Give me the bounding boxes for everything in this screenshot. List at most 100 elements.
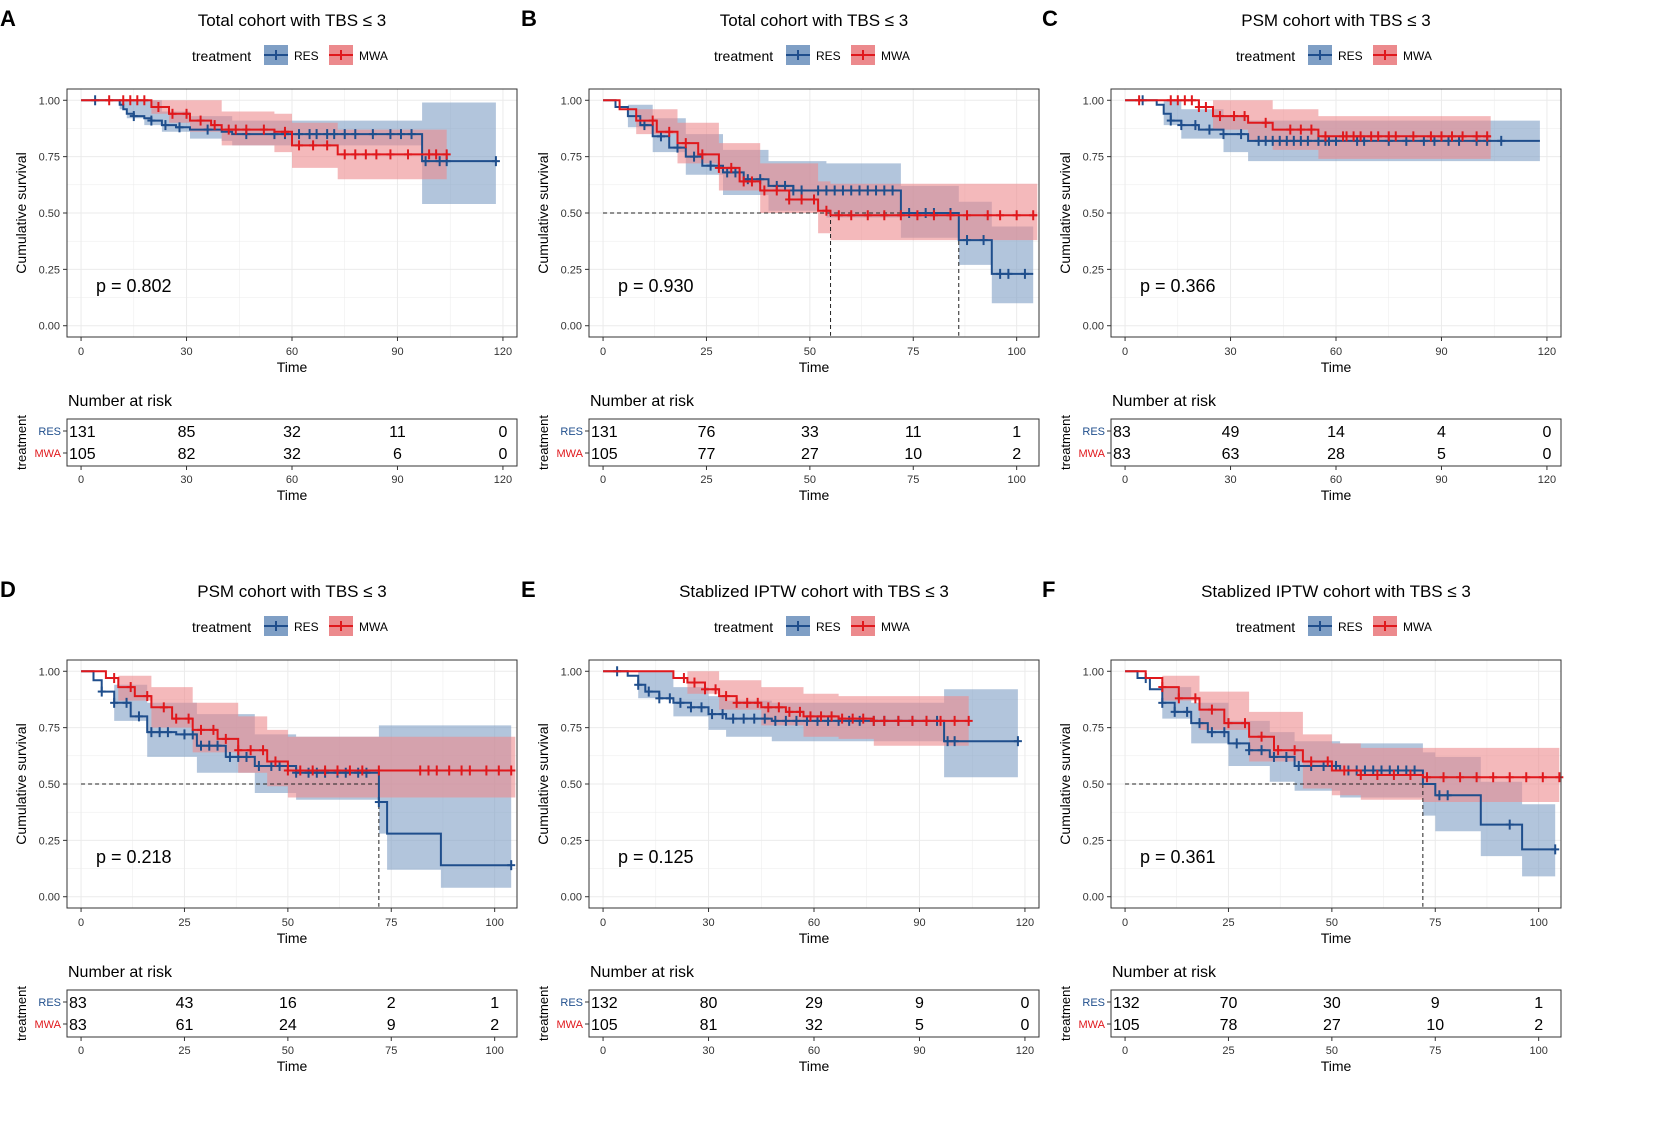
censor-marks-res [640, 120, 1029, 279]
risk-count-res: 4 [1437, 424, 1446, 441]
p-value: p = 0.366 [1140, 276, 1216, 296]
risk-row-label-res: RES [38, 426, 61, 438]
y-tick-label: 1.00 [39, 666, 60, 678]
risk-x-tick-label: 0 [600, 1045, 606, 1057]
risk-x-tick-label: 30 [180, 474, 192, 486]
legend-title: treatment [192, 48, 251, 64]
y-tick-label: 0.25 [1083, 835, 1104, 847]
x-tick-label: 25 [1222, 917, 1234, 929]
y-tick-label: 1.00 [1083, 95, 1104, 107]
risk-x-tick-label: 0 [1122, 474, 1128, 486]
x-tick-label: 0 [600, 346, 606, 358]
y-tick-label: 0.75 [1083, 723, 1104, 735]
risk-x-tick-label: 60 [1330, 474, 1342, 486]
chart-title: Stablized IPTW cohort with TBS ≤ 3 [679, 582, 949, 601]
legend-title: treatment [1236, 619, 1295, 635]
legend: treatment RES MWA [192, 616, 388, 636]
legend: treatment RES MWA [1236, 45, 1432, 65]
legend-label-mwa: MWA [359, 49, 388, 63]
risk-count-res: 0 [498, 424, 507, 441]
risk-x-tick-label: 25 [700, 474, 712, 486]
panel-B: B Total cohort with TBS ≤ 3 treatment RES MW… [521, 6, 1040, 503]
risk-count-mwa: 83 [69, 1017, 87, 1034]
risk-count-mwa: 0 [1020, 1017, 1029, 1034]
risk-x-tick-label: 100 [485, 1045, 503, 1057]
x-tick-label: 0 [1122, 346, 1128, 358]
risk-x-tick-label: 90 [391, 474, 403, 486]
p-value: p = 0.125 [618, 847, 694, 867]
risk-count-res: 70 [1220, 995, 1238, 1012]
y-tick-label: 0.00 [39, 321, 60, 333]
censor-marks-mwa [105, 95, 451, 160]
legend-label-res: RES [1338, 49, 1363, 63]
risk-table-title: Number at risk [590, 964, 695, 981]
censor-marks-res [613, 666, 1022, 747]
legend-label-mwa: MWA [881, 620, 910, 634]
risk-count-res: 49 [1222, 424, 1240, 441]
y-tick-label: 1.00 [1083, 666, 1104, 678]
y-tick-label: 0.25 [1083, 264, 1104, 276]
risk-count-mwa: 24 [279, 1017, 297, 1034]
risk-x-tick-label: 75 [1429, 1045, 1441, 1057]
x-tick-label: 60 [808, 917, 820, 929]
risk-count-mwa: 105 [591, 1017, 618, 1034]
censor-marks-mwa [1135, 95, 1492, 142]
risk-count-mwa: 78 [1220, 1017, 1238, 1034]
legend: treatment RES MWA [714, 616, 910, 636]
y-axis-title: Cumulative survival [13, 723, 29, 844]
x-tick-label: 100 [1007, 346, 1025, 358]
y-tick-label: 0.75 [39, 152, 60, 164]
legend-label-res: RES [816, 49, 841, 63]
risk-count-mwa: 83 [1113, 446, 1131, 463]
x-tick-label: 75 [907, 346, 919, 358]
risk-table-title: Number at risk [68, 393, 173, 410]
ci-band-mwa [603, 100, 1038, 241]
x-tick-label: 0 [78, 346, 84, 358]
x-axis-title: Time [277, 359, 308, 375]
x-tick-label: 90 [1435, 346, 1447, 358]
panel-letter: D [0, 577, 16, 602]
risk-y-axis-title: treatment [1058, 415, 1073, 470]
risk-x-axis-title: Time [1321, 1058, 1352, 1074]
risk-x-tick-label: 100 [1007, 474, 1025, 486]
y-tick-label: 0.50 [39, 779, 60, 791]
risk-table-title: Number at risk [590, 393, 695, 410]
risk-count-res: 1 [1012, 424, 1021, 441]
risk-count-mwa: 0 [498, 446, 507, 463]
risk-row-label-res: RES [1082, 997, 1105, 1009]
legend-title: treatment [714, 48, 773, 64]
y-tick-label: 0.25 [561, 264, 582, 276]
censor-marks-mwa [1158, 682, 1564, 783]
risk-count-res: 9 [915, 995, 924, 1012]
legend-label-res: RES [294, 620, 319, 634]
legend-label-mwa: MWA [1403, 49, 1432, 63]
panel-F: F Stablized IPTW cohort with TBS ≤ 3 treat… [1042, 577, 1564, 1074]
x-axis-title: Time [799, 359, 830, 375]
legend-label-res: RES [1338, 620, 1363, 634]
risk-table-title: Number at risk [68, 964, 173, 981]
risk-count-mwa: 28 [1327, 446, 1345, 463]
risk-table-border [588, 989, 1040, 1038]
chart-title: Total cohort with TBS ≤ 3 [720, 11, 909, 30]
y-tick-label: 0.75 [561, 152, 582, 164]
x-tick-label: 30 [1224, 346, 1236, 358]
risk-count-res: 2 [387, 995, 396, 1012]
risk-count-res: 16 [279, 995, 297, 1012]
y-tick-label: 0.75 [561, 723, 582, 735]
y-tick-label: 0.50 [561, 779, 582, 791]
y-tick-label: 0.50 [39, 208, 60, 220]
risk-x-tick-label: 0 [1122, 1045, 1128, 1057]
legend-label-mwa: MWA [1403, 620, 1432, 634]
gridlines [589, 89, 1039, 337]
risk-count-res: 132 [591, 995, 618, 1012]
x-tick-label: 60 [286, 346, 298, 358]
risk-row-label-mwa: MWA [557, 448, 584, 460]
risk-y-axis-title: treatment [536, 986, 551, 1041]
x-tick-label: 30 [702, 917, 714, 929]
risk-count-res: 132 [1113, 995, 1140, 1012]
censor-marks-mwa [648, 115, 1038, 221]
p-value: p = 0.361 [1140, 847, 1216, 867]
risk-table-border [66, 989, 518, 1038]
